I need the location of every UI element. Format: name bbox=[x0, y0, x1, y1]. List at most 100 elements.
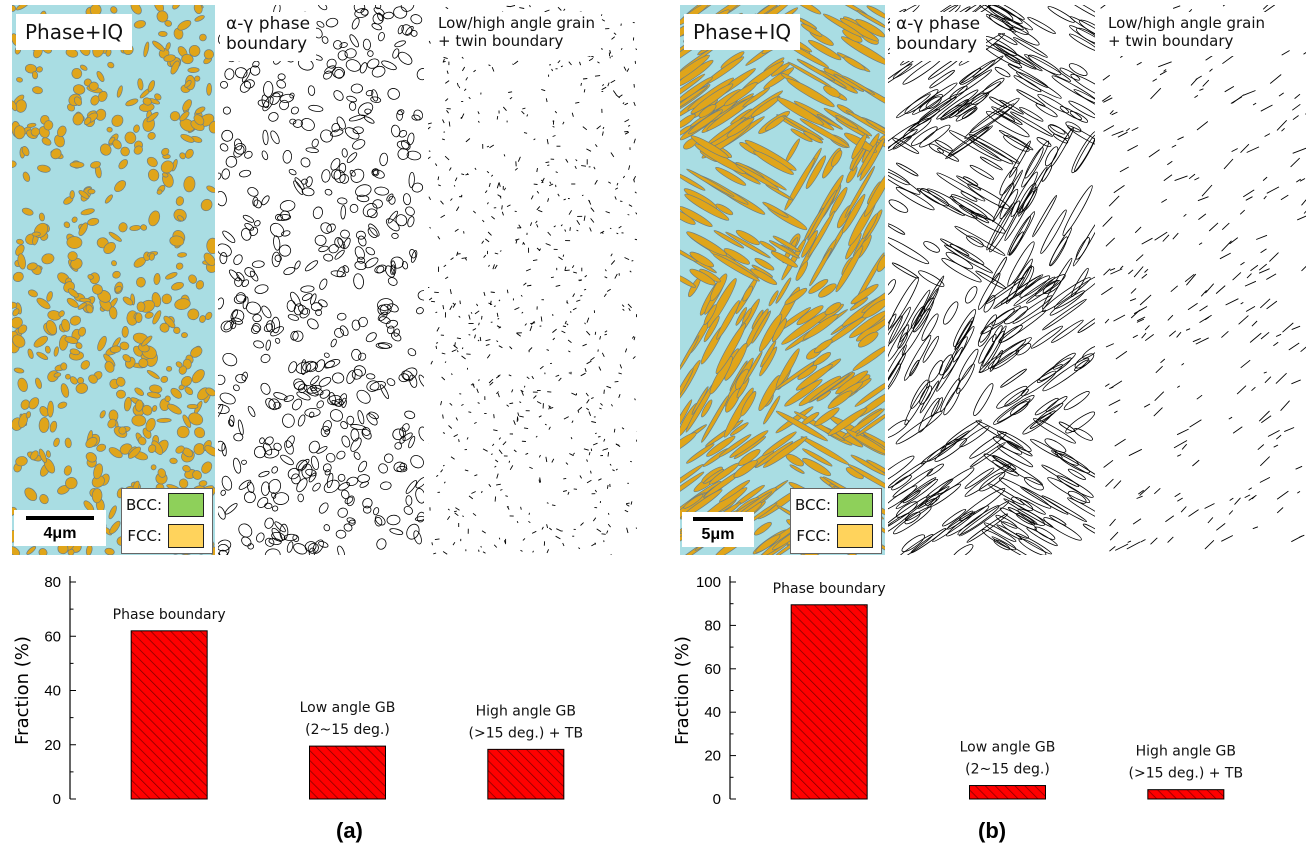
phase-boundary-segment bbox=[233, 145, 245, 158]
grain-boundary-segment bbox=[556, 528, 561, 532]
fcc-grain bbox=[772, 318, 787, 343]
grain-boundary-segment bbox=[441, 376, 446, 381]
grain-boundary-segment bbox=[1194, 95, 1199, 98]
grain-boundary-segment bbox=[448, 121, 451, 127]
grain-boundary-segment bbox=[1171, 144, 1177, 148]
grain-boundary-segment bbox=[568, 350, 571, 353]
phase-boundary-segment bbox=[909, 359, 920, 377]
phase-boundary-segment bbox=[295, 459, 308, 472]
phase-boundary-segment bbox=[971, 212, 1006, 234]
phase-boundary-segment bbox=[300, 118, 315, 131]
fcc-grain bbox=[45, 319, 58, 336]
grain-boundary-segment bbox=[529, 466, 533, 470]
phase-boundary-segment bbox=[387, 88, 400, 100]
grain-boundary-segment bbox=[635, 48, 637, 51]
fcc-grain bbox=[188, 274, 197, 284]
grain-boundary-segment bbox=[1299, 178, 1306, 182]
phase-boundary-segment bbox=[940, 378, 961, 412]
grain-boundary-segment bbox=[597, 61, 600, 64]
grain-boundary-segment bbox=[581, 165, 587, 167]
phase-boundary-segment bbox=[344, 127, 360, 140]
phase-boundary-segment bbox=[329, 129, 344, 137]
grain-boundary-segment bbox=[1187, 302, 1198, 311]
grain-boundary-segment bbox=[547, 164, 550, 167]
phase-boundary-segment bbox=[979, 330, 1005, 373]
grain-boundary-segment bbox=[514, 238, 520, 241]
phase-boundary-segment bbox=[963, 176, 979, 186]
grain-boundary-segment bbox=[625, 504, 630, 507]
grain-boundary-segment bbox=[1300, 346, 1306, 353]
grain-boundary-segment bbox=[569, 227, 571, 231]
fcc-grain bbox=[163, 54, 176, 63]
phase-boundary-segment bbox=[1016, 71, 1062, 99]
fcc-grain bbox=[805, 155, 827, 189]
phase-boundary-segment bbox=[397, 25, 404, 35]
phase-boundary-segment bbox=[1024, 476, 1044, 491]
grain-boundary-segment bbox=[615, 187, 619, 190]
grain-boundary-segment bbox=[465, 138, 471, 143]
grain-boundary-segment bbox=[586, 399, 590, 404]
phase-boundary-segment bbox=[285, 435, 295, 448]
fcc-grain bbox=[184, 148, 194, 159]
phase-boundary-segment bbox=[362, 38, 371, 51]
fcc-grain bbox=[843, 56, 866, 71]
phase-boundary-segment bbox=[280, 454, 294, 466]
fcc-grain bbox=[786, 78, 835, 108]
phase-boundary-segment bbox=[321, 169, 331, 183]
phase-boundary-segment bbox=[340, 205, 346, 220]
grain-boundary-segment bbox=[1133, 266, 1144, 278]
grain-boundary-segment bbox=[1141, 237, 1153, 245]
grain-boundary-segment bbox=[1280, 194, 1289, 201]
grain-boundary-segment bbox=[442, 414, 444, 419]
phase-boundary-segment bbox=[330, 338, 337, 348]
fcc-grain bbox=[803, 314, 839, 340]
category-label: Low angle GB bbox=[300, 700, 396, 716]
bar bbox=[130, 630, 208, 800]
tile-label-phase-boundary-a: α-γ phase boundary bbox=[220, 12, 317, 61]
grain-boundary-segment bbox=[488, 378, 494, 384]
grain-boundary-segment bbox=[562, 490, 568, 492]
grain-boundary-segment bbox=[562, 254, 565, 257]
fcc-grain bbox=[862, 213, 878, 240]
phase-boundary-segment bbox=[346, 152, 358, 163]
grain-boundary-segment bbox=[545, 243, 551, 246]
phase-boundary-segment bbox=[220, 320, 233, 333]
grain-boundary-segment bbox=[575, 101, 580, 104]
fcc-grain bbox=[169, 457, 178, 465]
fcc-grain bbox=[67, 288, 79, 298]
phase-boundary-segment bbox=[1019, 275, 1051, 298]
grain-boundary-segment bbox=[496, 325, 501, 329]
grain-boundary-segment bbox=[607, 523, 611, 528]
fcc-grain bbox=[114, 285, 122, 293]
grain-boundary-segment bbox=[533, 138, 536, 141]
grain-boundary-segment bbox=[620, 48, 623, 50]
phase-iq-map-a bbox=[12, 5, 215, 555]
grain-boundary-segment bbox=[449, 167, 452, 171]
grain-boundary-segment bbox=[1222, 5, 1226, 7]
fcc-grain bbox=[763, 67, 795, 90]
phase-boundary-segment bbox=[318, 502, 329, 514]
grain-boundary-segment bbox=[1167, 536, 1174, 543]
fcc-grain bbox=[160, 375, 169, 383]
grain-boundary-segment bbox=[538, 454, 541, 458]
fcc-grain bbox=[690, 83, 734, 115]
phase-boundary-segment bbox=[371, 168, 380, 177]
grain-boundary-segment bbox=[624, 102, 629, 106]
grain-boundary-segment bbox=[1108, 195, 1120, 207]
fcc-grain bbox=[818, 283, 837, 298]
phase-boundary-segment bbox=[401, 370, 414, 382]
phase-boundary-segment bbox=[356, 389, 371, 404]
phase-boundary-segment bbox=[218, 404, 230, 415]
grain-boundary-segment bbox=[514, 307, 520, 311]
grain-boundary-segment bbox=[612, 90, 617, 96]
fcc-grain bbox=[63, 221, 71, 229]
phase-boundary-segment bbox=[274, 521, 286, 533]
phase-boundary-segment bbox=[1021, 140, 1050, 188]
grain-boundary-segment bbox=[1276, 507, 1284, 514]
grain-boundary-segment bbox=[502, 106, 507, 111]
grain-boundary-segment bbox=[486, 145, 490, 148]
fcc-grain bbox=[115, 376, 126, 387]
phase-boundary-segment bbox=[999, 309, 1047, 344]
grain-boundary-segment bbox=[1159, 70, 1167, 76]
phase-boundary-segment bbox=[378, 463, 388, 474]
